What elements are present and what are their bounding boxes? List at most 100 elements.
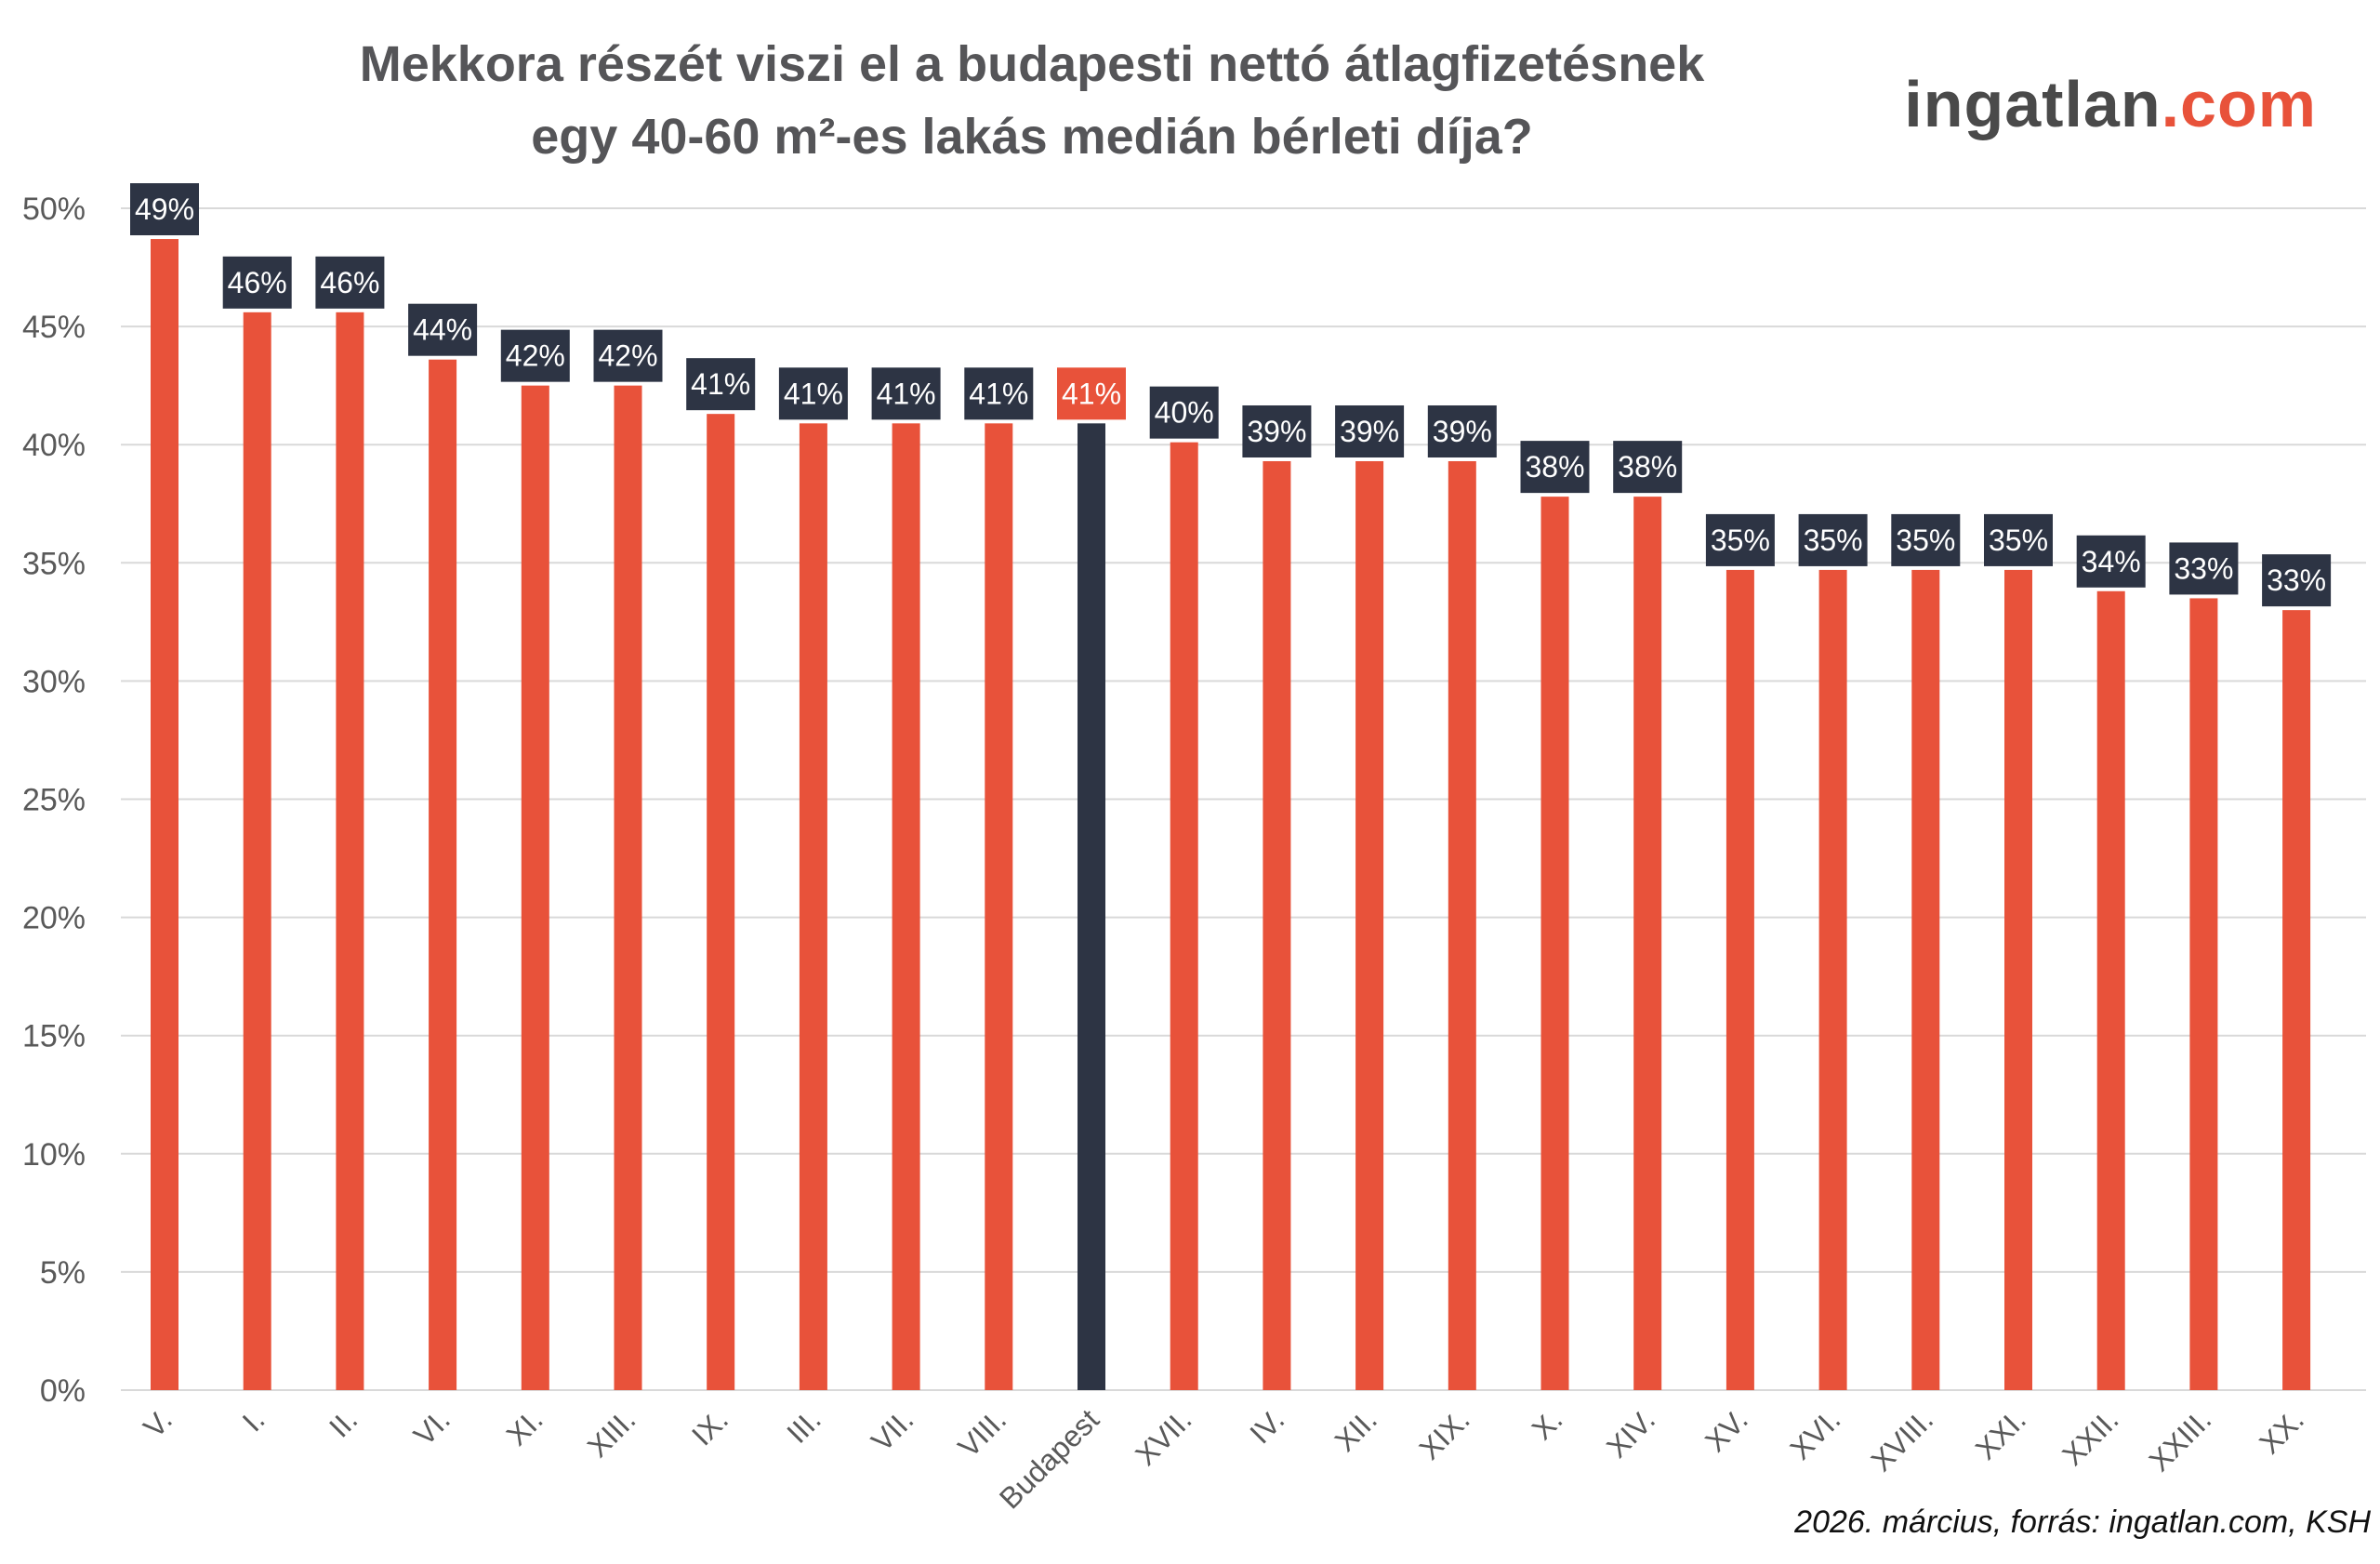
x-tick-label: XV. xyxy=(1699,1402,1754,1458)
data-label-box xyxy=(1242,404,1312,457)
bar xyxy=(1726,569,1754,1390)
x-tick-label: XIII. xyxy=(581,1402,642,1464)
y-tick-label: 0% xyxy=(40,1373,86,1409)
bar xyxy=(1078,423,1105,1390)
data-label-box xyxy=(964,367,1034,420)
data-label: 46% xyxy=(320,266,379,299)
data-label: 41% xyxy=(1062,377,1121,410)
data-label-box xyxy=(1520,441,1590,494)
data-label-box xyxy=(593,329,663,382)
y-tick-label: 50% xyxy=(22,192,86,227)
data-label: 42% xyxy=(598,339,657,373)
x-tick-label: II. xyxy=(323,1402,364,1443)
x-tick-label: XVIII. xyxy=(1864,1402,1939,1478)
bar xyxy=(1448,460,1476,1390)
x-tick-label: X. xyxy=(1526,1402,1569,1446)
x-tick-label: VI. xyxy=(407,1402,456,1451)
bar xyxy=(799,423,827,1390)
data-label-box xyxy=(2262,554,2332,607)
bar xyxy=(1540,497,1569,1390)
data-label-box xyxy=(1798,513,1868,566)
chart-title-line-1: Mekkora részét viszi el a budapesti nett… xyxy=(359,36,1705,92)
bar xyxy=(985,423,1013,1390)
bar xyxy=(243,311,271,1390)
y-tick-label: 25% xyxy=(22,783,86,818)
data-label: 35% xyxy=(1896,524,1955,557)
data-label-box xyxy=(2076,535,2146,588)
x-tick-label: Budapest xyxy=(993,1402,1105,1515)
bar xyxy=(1911,569,1940,1390)
data-label-box xyxy=(1149,386,1219,439)
bar xyxy=(521,385,549,1390)
data-label: 34% xyxy=(2082,545,2141,578)
data-label: 40% xyxy=(1155,396,1214,430)
y-tick-label: 45% xyxy=(22,310,86,345)
data-label: 41% xyxy=(877,377,936,410)
bar xyxy=(336,311,364,1390)
y-tick-label: 30% xyxy=(22,664,86,699)
data-label: 35% xyxy=(1989,524,2048,557)
x-tick-label: III. xyxy=(780,1402,827,1450)
bar xyxy=(2189,598,2218,1390)
x-tick-label: XIX. xyxy=(1413,1402,1476,1465)
data-label-box xyxy=(2169,542,2239,595)
logo-part-1: ingatlan xyxy=(1904,68,2162,140)
x-tick-label: XI. xyxy=(500,1402,549,1451)
brand-logo: ingatlan.com xyxy=(1904,67,2317,141)
bar xyxy=(429,359,457,1390)
source-footnote: 2026. március, forrás: ingatlan.com, KSH xyxy=(1794,1504,2371,1540)
x-tick-label: XXI. xyxy=(1969,1402,2032,1465)
y-tick-label: 15% xyxy=(22,1019,86,1054)
data-label-box xyxy=(686,358,756,411)
data-label: 46% xyxy=(228,266,287,299)
data-label-box xyxy=(315,256,385,309)
x-tick-label: XVII. xyxy=(1129,1402,1198,1472)
bar xyxy=(2096,590,2125,1390)
data-label-box xyxy=(778,367,848,420)
x-tick-label: IV. xyxy=(1243,1402,1290,1450)
bar xyxy=(707,414,735,1390)
data-label-box xyxy=(1335,404,1405,457)
x-tick-label: VIII. xyxy=(952,1402,1013,1464)
bar xyxy=(1263,460,1291,1390)
y-tick-label: 10% xyxy=(22,1137,86,1173)
data-label: 44% xyxy=(413,313,472,347)
data-label-box xyxy=(1057,367,1126,420)
x-tick-label: VII. xyxy=(865,1402,919,1457)
bar xyxy=(2282,610,2311,1390)
data-label: 33% xyxy=(2267,563,2326,597)
x-tick-label: XIV. xyxy=(1600,1402,1661,1464)
x-tick-label: XXII. xyxy=(2056,1402,2125,1472)
data-label: 41% xyxy=(691,367,750,401)
x-tick-label: V. xyxy=(137,1402,178,1444)
bar xyxy=(1818,569,1847,1390)
data-label-box xyxy=(408,303,478,356)
bar xyxy=(614,385,642,1390)
bar xyxy=(1633,497,1662,1390)
data-label-box xyxy=(1613,441,1683,494)
data-label-box xyxy=(1984,513,2053,566)
y-tick-label: 20% xyxy=(22,901,86,936)
bar xyxy=(892,423,920,1390)
data-label-box xyxy=(1891,513,1961,566)
data-label: 41% xyxy=(969,377,1028,410)
x-tick-label: XII. xyxy=(1329,1402,1383,1457)
data-label-box xyxy=(130,183,199,236)
data-label-box xyxy=(1705,513,1775,566)
data-label-box xyxy=(1427,404,1497,457)
x-tick-label: I. xyxy=(236,1402,271,1438)
chart-title: Mekkora részét viszi el a budapesti nett… xyxy=(279,28,1785,173)
data-label: 42% xyxy=(506,339,565,373)
bar xyxy=(2004,569,2032,1390)
data-label: 38% xyxy=(1618,450,1677,484)
x-tick-label: IX. xyxy=(685,1402,734,1451)
data-label: 33% xyxy=(2174,551,2233,585)
data-label: 38% xyxy=(1525,450,1584,484)
logo-part-2: .com xyxy=(2161,68,2317,140)
y-tick-label: 35% xyxy=(22,546,86,581)
data-label-box xyxy=(871,367,941,420)
x-tick-label: XX. xyxy=(2253,1402,2310,1460)
data-label: 39% xyxy=(1433,415,1492,448)
data-label: 35% xyxy=(1804,524,1863,557)
